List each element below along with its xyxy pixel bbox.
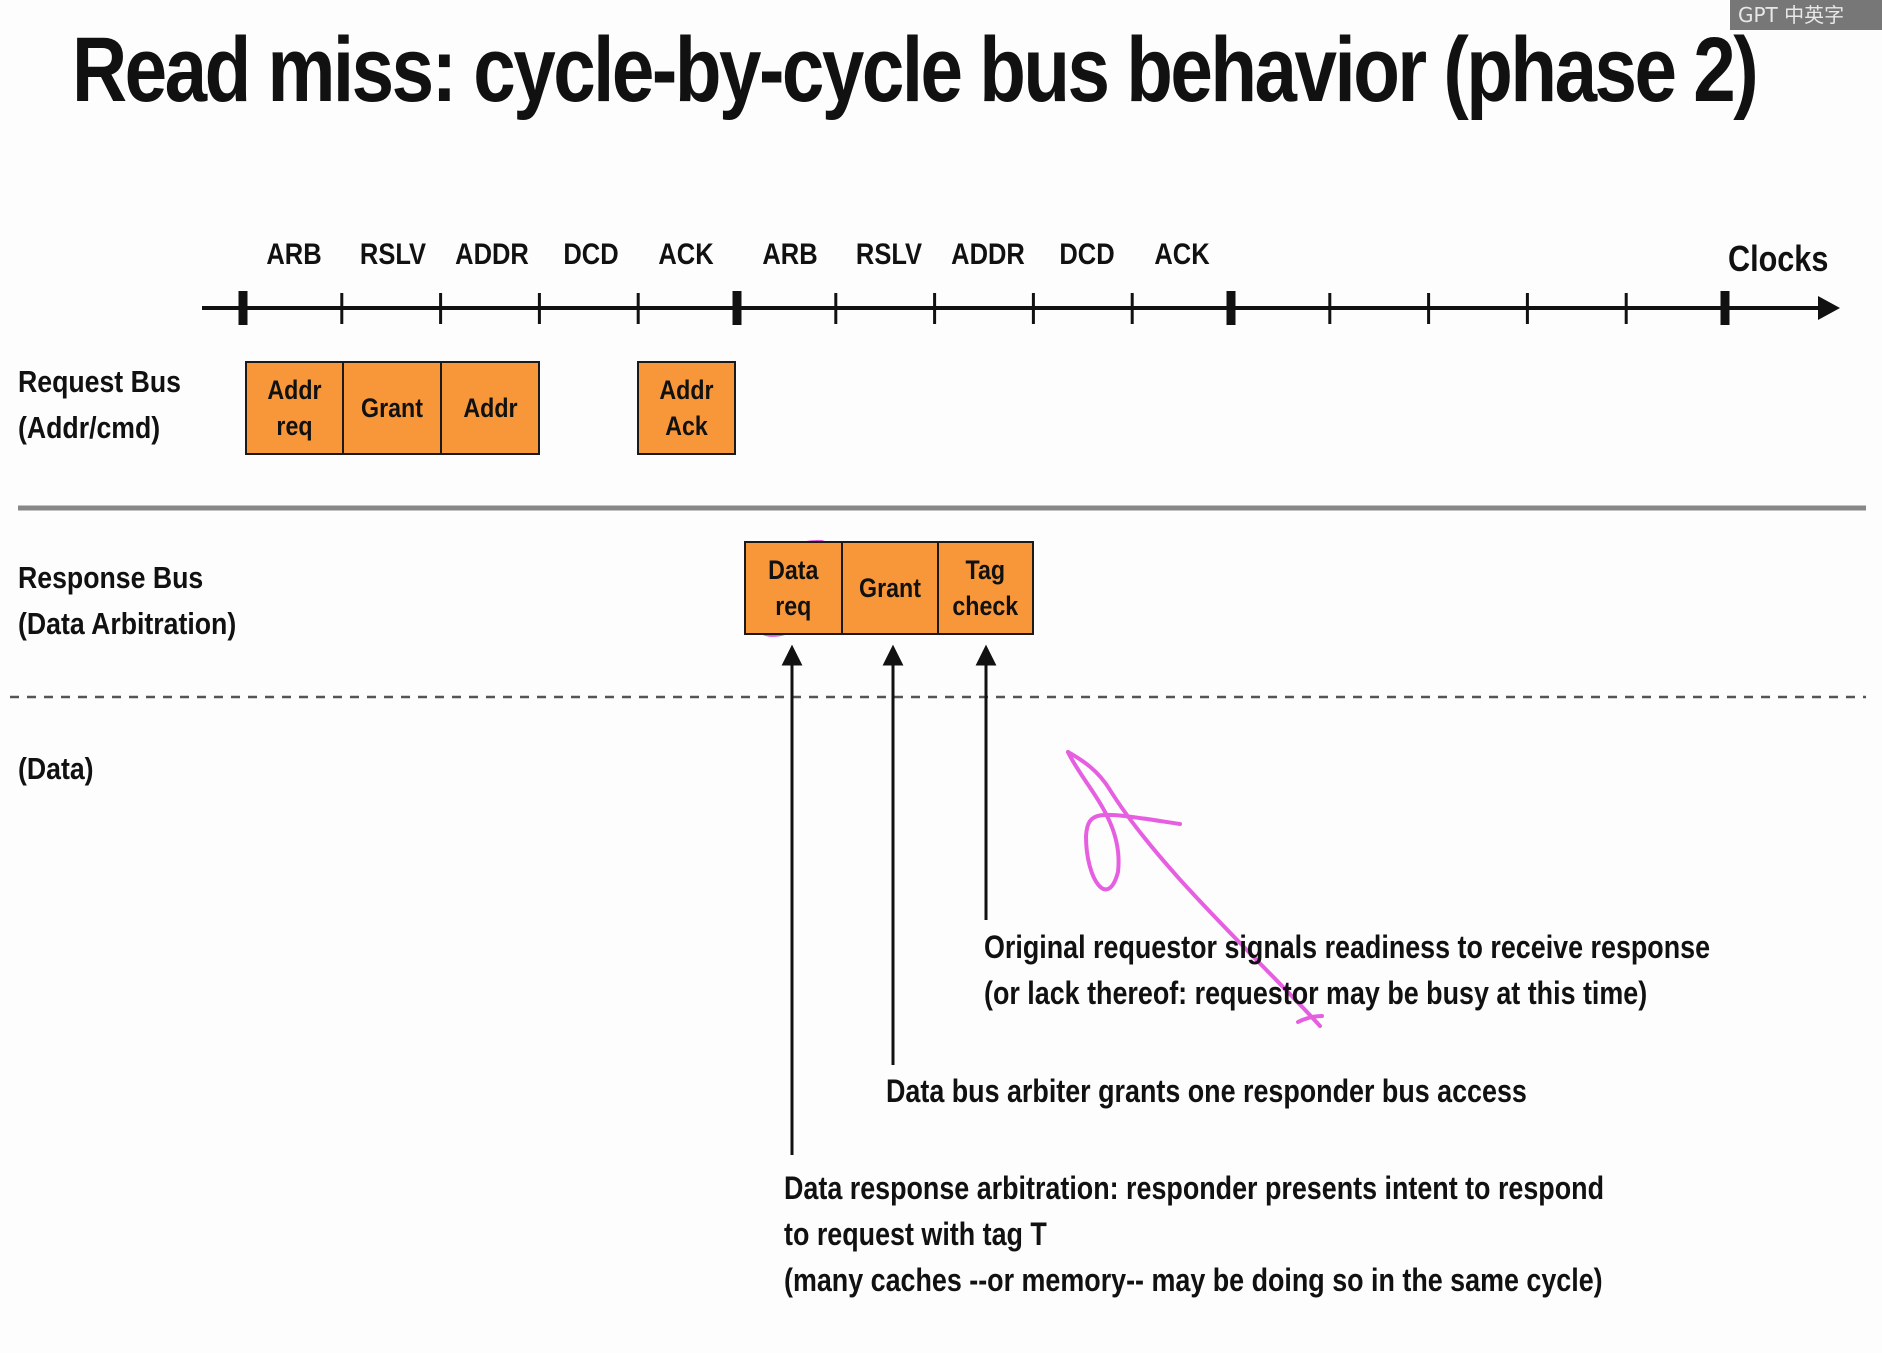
grant-response-text: Grant bbox=[859, 573, 921, 603]
phase-label-addr-2: ADDR bbox=[951, 238, 1025, 271]
data-req-box: Data req bbox=[744, 541, 843, 635]
annotation-data-arbitration-line2: to request with tag T bbox=[784, 1216, 1047, 1252]
addr-text: Addr bbox=[462, 393, 518, 423]
markup-arrow-head bbox=[1066, 750, 1182, 892]
arrow-grant-head bbox=[882, 644, 904, 666]
annotation-arrows bbox=[781, 644, 997, 1155]
clocks-label: Clocks bbox=[1728, 238, 1829, 279]
annotation-data-arbitration: Data response arbitration: responder pre… bbox=[784, 1165, 1604, 1303]
slide-title: Read miss: cycle-by-cycle bus behavior (… bbox=[72, 19, 1759, 121]
grant-request-text: Grant bbox=[361, 393, 423, 423]
phase-label-dcd-1: DCD bbox=[563, 238, 619, 271]
arrow-tag-check-head bbox=[975, 644, 997, 666]
arrow-data-req-head bbox=[781, 644, 803, 666]
grant-request-box: Grant bbox=[342, 361, 442, 455]
addr-req-box: Addr req bbox=[245, 361, 344, 455]
response-bus-label: Response Bus (Data Arbitration) bbox=[18, 555, 236, 647]
phase-label-ack-1: ACK bbox=[658, 238, 714, 271]
phase-label-arb-2: ARB bbox=[762, 238, 818, 271]
addr-req-text: Addr req bbox=[267, 375, 322, 441]
annotation-arbiter-grant: Data bus arbiter grants one responder bu… bbox=[886, 1068, 1527, 1114]
annotation-data-arbitration-line3: (many caches --or memory-- may be doing … bbox=[784, 1262, 1603, 1298]
phase-label-arb-1: ARB bbox=[266, 238, 322, 271]
phase-label-addr-1: ADDR bbox=[455, 238, 529, 271]
tag-check-box: Tag check bbox=[937, 541, 1034, 635]
data-row-label: (Data) bbox=[18, 746, 94, 792]
phase-label-rslv-1: RSLV bbox=[359, 238, 427, 271]
annotation-requestor-ready-line2: (or lack thereof: requestor may be busy … bbox=[984, 975, 1648, 1011]
grant-response-box: Grant bbox=[841, 541, 939, 635]
response-bus-subtitle: (Data Arbitration) bbox=[18, 606, 237, 641]
tag-check-text: Tag check bbox=[952, 555, 1019, 621]
addr-ack-text: Addr Ack bbox=[659, 375, 714, 441]
markup-arrow-tail bbox=[1296, 1014, 1324, 1024]
markup-arrow-stroke bbox=[1066, 750, 1322, 1028]
request-bus-title: Request Bus bbox=[18, 364, 181, 399]
annotation-data-arbitration-line1: Data response arbitration: responder pre… bbox=[784, 1170, 1604, 1206]
phase-label-dcd-2: DCD bbox=[1059, 238, 1115, 271]
annotation-requestor-ready-line1: Original requestor signals readiness to … bbox=[984, 929, 1711, 965]
phase-label-rslv-2: RSLV bbox=[855, 238, 923, 271]
phase-label-ack-2: ACK bbox=[1154, 238, 1210, 271]
response-bus-title: Response Bus bbox=[18, 560, 204, 595]
data-row-title: (Data) bbox=[18, 751, 94, 786]
video-watermark: GPT 中英字 bbox=[1730, 0, 1882, 30]
clock-axis-arrowhead bbox=[1818, 296, 1840, 320]
data-req-text: Data req bbox=[768, 555, 819, 621]
request-bus-label: Request Bus (Addr/cmd) bbox=[18, 359, 181, 451]
addr-box: Addr bbox=[440, 361, 540, 455]
annotation-arbiter-grant-line1: Data bus arbiter grants one responder bu… bbox=[886, 1073, 1527, 1109]
clock-ticks bbox=[238, 291, 1730, 325]
annotation-requestor-ready: Original requestor signals readiness to … bbox=[984, 924, 1710, 1016]
addr-ack-box: Addr Ack bbox=[637, 361, 736, 455]
request-bus-subtitle: (Addr/cmd) bbox=[18, 410, 161, 445]
